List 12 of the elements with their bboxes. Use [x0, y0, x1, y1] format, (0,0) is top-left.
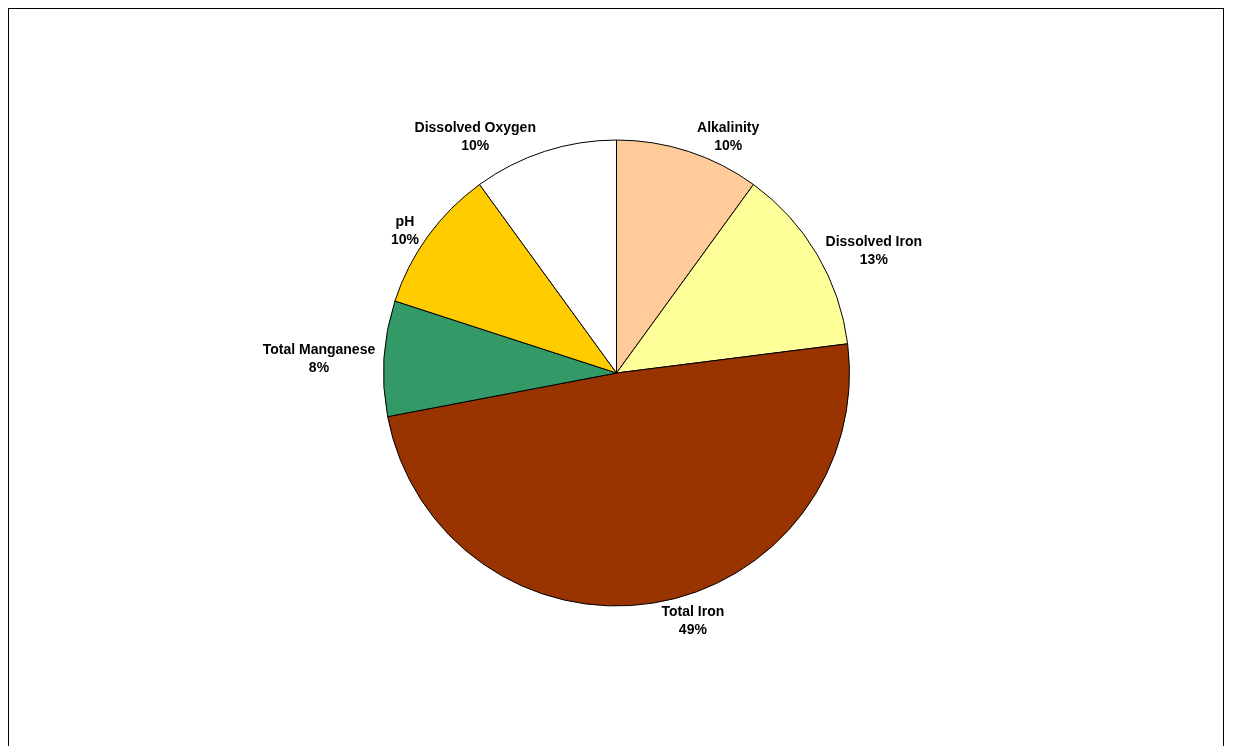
data-label: 13% [859, 251, 889, 268]
slice-label: Alkalinity [697, 118, 760, 135]
data-label: 10% [390, 231, 420, 248]
data-label: 10% [461, 137, 490, 154]
slice-label: Dissolved Iron [825, 232, 923, 249]
slice-label: Dissolved Oxygen [414, 118, 536, 135]
slice-label: Total Iron [661, 602, 725, 619]
slice-label: Total Manganese [262, 341, 376, 358]
data-label: 8% [308, 359, 330, 376]
data-label: 10% [714, 137, 743, 154]
data-label: 49% [678, 620, 708, 637]
slice-label: pH [395, 213, 415, 230]
